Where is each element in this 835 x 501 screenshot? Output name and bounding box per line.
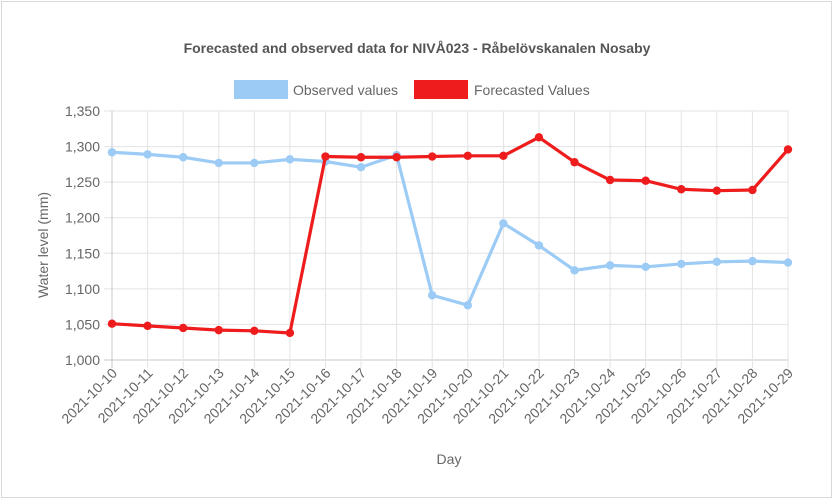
legend-swatch-observed[interactable] [234, 80, 288, 99]
data-point-0[interactable] [463, 301, 472, 310]
data-point-1[interactable] [499, 151, 508, 161]
y-tick-label: 1,100 [65, 281, 100, 297]
data-point-1[interactable] [677, 185, 686, 194]
data-point-1[interactable] [321, 152, 330, 161]
data-point-0[interactable] [783, 258, 793, 267]
legend-label-forecasted[interactable]: Forecasted Values [474, 82, 590, 98]
data-point-1[interactable] [641, 176, 650, 185]
y-tick-label: 1,150 [65, 245, 100, 261]
data-point-1[interactable] [712, 186, 722, 195]
data-point-0[interactable] [677, 259, 686, 269]
chart-title: Forecasted and observed data for NIVÅ023… [184, 40, 651, 56]
x-axis-title: Day [437, 451, 462, 467]
data-point-0[interactable] [143, 150, 152, 159]
series-line-0 [110, 150, 790, 307]
series-line-1 [110, 135, 790, 335]
data-point-1[interactable] [392, 153, 401, 162]
data-point-0[interactable] [178, 153, 188, 162]
data-point-1[interactable] [178, 323, 188, 333]
data-point-0[interactable] [748, 256, 757, 266]
data-point-0[interactable] [356, 163, 366, 172]
data-point-1[interactable] [214, 325, 223, 335]
series-layer [107, 133, 793, 338]
y-tick-label: 1,300 [65, 139, 100, 155]
data-point-1[interactable] [748, 185, 757, 195]
data-point-1[interactable] [605, 175, 615, 185]
legend-label-observed[interactable]: Observed values [293, 82, 398, 98]
legend-swatch-forecasted[interactable] [414, 80, 468, 99]
y-axis-title: Water level (mm) [35, 192, 51, 298]
data-point-0[interactable] [641, 262, 650, 272]
data-point-0[interactable] [428, 291, 437, 300]
y-axis-ticks: 1,000 1,050 1,100 1,150 1,200 1,250 1,300 1,350 [65, 103, 100, 368]
data-point-1[interactable] [356, 153, 366, 162]
data-point-0[interactable] [285, 155, 295, 164]
y-tick-label: 1,200 [65, 210, 100, 226]
data-point-1[interactable] [250, 326, 259, 336]
data-point-0[interactable] [250, 158, 259, 168]
data-point-1[interactable] [285, 328, 295, 338]
y-tick-label: 1,350 [65, 103, 100, 119]
data-point-0[interactable] [499, 219, 508, 228]
data-point-0[interactable] [534, 241, 544, 250]
data-point-1[interactable] [463, 151, 472, 161]
data-point-0[interactable] [107, 148, 117, 157]
data-point-0[interactable] [214, 158, 223, 168]
data-point-0[interactable] [605, 261, 615, 270]
y-tick-label: 1,250 [65, 174, 100, 190]
data-point-1[interactable] [107, 319, 117, 328]
data-point-0[interactable] [570, 266, 579, 275]
x-axis-ticks: 2021-10-102021-10-112021-10-122021-10-13… [58, 365, 796, 427]
data-point-1[interactable] [534, 133, 544, 142]
y-tick-label: 1,000 [65, 352, 100, 368]
legend[interactable]: Observed values Forecasted Values [234, 80, 590, 99]
data-point-0[interactable] [712, 257, 722, 267]
y-tick-label: 1,050 [65, 316, 100, 332]
data-point-1[interactable] [570, 158, 579, 167]
data-point-1[interactable] [143, 321, 152, 331]
data-point-1[interactable] [428, 152, 437, 161]
data-point-1[interactable] [783, 145, 793, 154]
